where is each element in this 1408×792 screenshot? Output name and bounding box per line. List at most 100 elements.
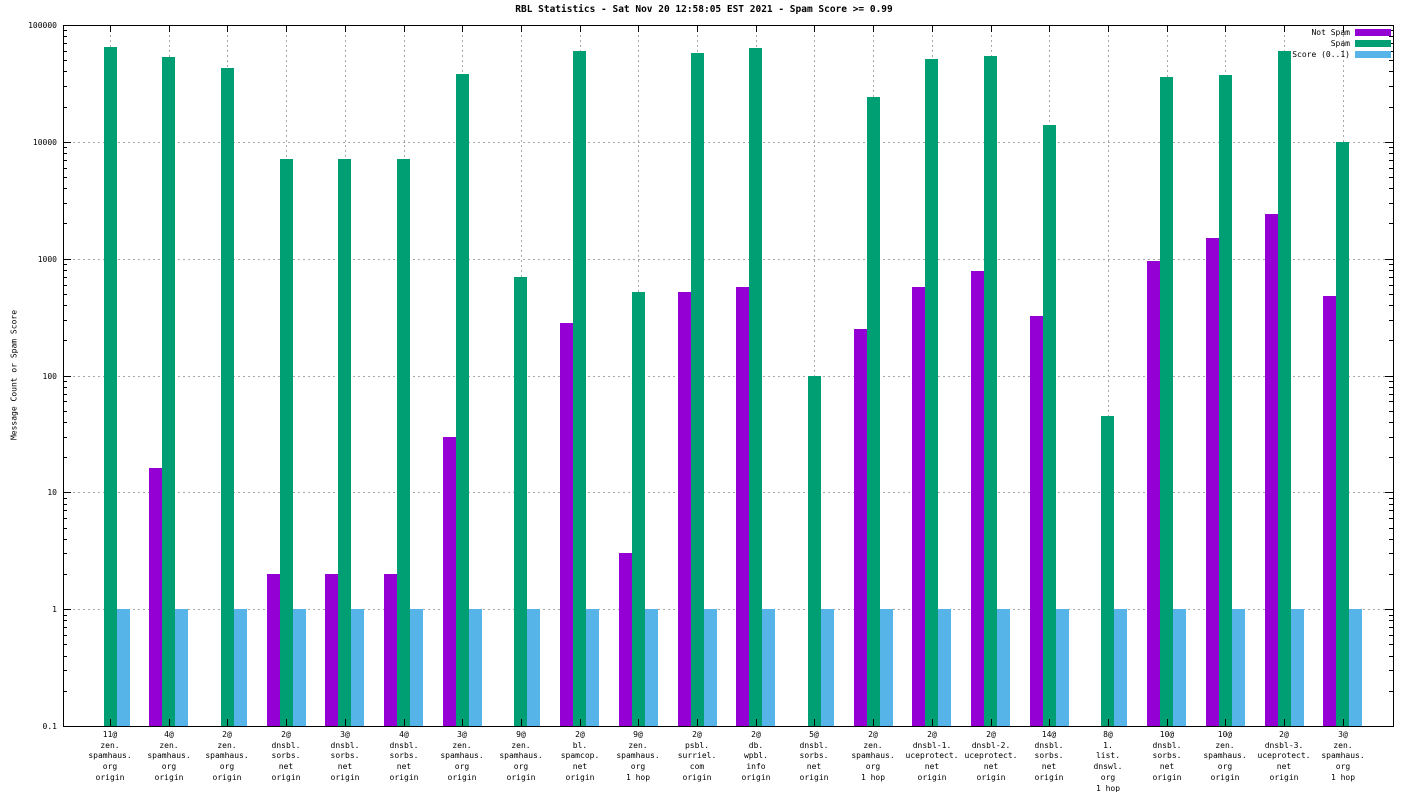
bar-spam-8: [514, 277, 527, 726]
x-tick-label-13: 5@ dnsbl. sorbs. net origin: [800, 730, 829, 782]
axes: [63, 25, 1394, 727]
bar-not-spam-11: [678, 292, 691, 726]
x-tick-label-5: 3@ dnsbl. sorbs. net origin: [331, 730, 360, 782]
x-tick-label-2: 4@ zen. spamhaus. org origin: [147, 730, 190, 782]
x-tick-label-12: 2@ db. wpbl. info origin: [742, 730, 771, 782]
bar-score-0-1-19: [1173, 609, 1186, 726]
bar-score-0-1-17: [1056, 609, 1069, 726]
bar-score-0-1-6: [410, 609, 423, 726]
chart-title: RBL Statistics - Sat Nov 20 12:58:05 EST…: [515, 4, 893, 15]
bar-spam-14: [867, 97, 880, 726]
bar-not-spam-10: [619, 553, 632, 726]
bar-score-0-1-13: [821, 609, 834, 726]
y-axis-tick-labels: 100000 10000 1000 100 10 1 0.1: [28, 21, 57, 731]
bar-spam-19: [1160, 77, 1173, 726]
legend-label-not-spam: Not Spam: [1311, 28, 1350, 37]
bar-spam-20: [1219, 75, 1232, 726]
bar-not-spam-7: [443, 437, 456, 726]
bar-score-0-1-12: [762, 609, 775, 726]
bar-spam-7: [456, 74, 469, 726]
x-tick-label-4: 2@ dnsbl. sorbs. net origin: [272, 730, 301, 782]
bar-not-spam-4: [267, 574, 280, 726]
x-tick-label-22: 3@ zen. spamhaus. org 1 hop: [1321, 730, 1364, 782]
x-tick-label-8: 9@ zen. spamhaus. org origin: [499, 730, 542, 782]
bar-spam-9: [573, 51, 586, 726]
bar-not-spam-19: [1147, 261, 1160, 726]
bar-spam-3: [221, 68, 234, 726]
x-tick-label-19: 10@ dnsbl. sorbs. net origin: [1153, 730, 1182, 782]
bar-score-0-1-3: [234, 609, 247, 726]
bar-spam-6: [397, 159, 410, 726]
bar-spam-13: [808, 376, 821, 727]
bar-not-spam-9: [560, 323, 573, 726]
bars: [104, 47, 1362, 727]
bar-not-spam-2: [149, 468, 162, 726]
bar-spam-11: [691, 53, 704, 726]
gridlines: [63, 25, 1393, 726]
x-tick-label-15: 2@ dnsbl-1. uceprotect. net origin: [906, 730, 959, 782]
bar-score-0-1-16: [997, 609, 1010, 726]
x-tick-label-1: 11@ zen. spamhaus. org origin: [88, 730, 131, 782]
bar-score-0-1-1: [117, 609, 130, 726]
x-tick-label-17: 14@ dnsbl. sorbs. net origin: [1035, 730, 1064, 782]
bar-not-spam-22: [1323, 296, 1336, 726]
bar-score-0-1-18: [1114, 609, 1127, 726]
bar-spam-15: [925, 59, 938, 726]
bar-spam-5: [338, 159, 351, 726]
bar-spam-10: [632, 292, 645, 726]
bar-score-0-1-4: [293, 609, 306, 726]
x-tick-label-11: 2@ psbl. surriel. com origin: [678, 730, 717, 782]
bar-score-0-1-22: [1349, 609, 1362, 726]
bar-spam-4: [280, 159, 293, 726]
legend-label-score: Score (0..1): [1292, 50, 1350, 59]
bar-not-spam-12: [736, 287, 749, 726]
bar-spam-1: [104, 47, 117, 726]
x-tick-label-3: 2@ zen. spamhaus. org origin: [205, 730, 248, 782]
legend-swatch-spam: [1355, 40, 1391, 47]
bar-spam-16: [984, 56, 997, 726]
x-tick-label-21: 2@ dnsbl-3. uceprotect. net origin: [1258, 730, 1311, 782]
legend: Not Spam Spam Score (0..1): [1292, 27, 1391, 60]
legend-label-spam: Spam: [1330, 39, 1350, 48]
bar-score-0-1-20: [1232, 609, 1245, 726]
bar-score-0-1-5: [351, 609, 364, 726]
x-axis-tick-labels: 11@ zen. spamhaus. org origin 4@ zen. spamhaus.…: [88, 730, 1364, 792]
x-tick-label-6: 4@ dnsbl. sorbs. net origin: [390, 730, 419, 782]
bar-score-0-1-21: [1291, 609, 1304, 726]
bar-score-0-1-10: [645, 609, 658, 726]
bar-spam-17: [1043, 125, 1056, 726]
bar-spam-18: [1101, 416, 1114, 726]
bar-spam-2: [162, 57, 175, 726]
bar-not-spam-15: [912, 287, 925, 726]
y-tick-label-1: 1: [52, 605, 57, 614]
x-tick-label-10: 9@ zen. spamhaus. org 1 hop: [616, 730, 659, 782]
bar-score-0-1-9: [586, 609, 599, 726]
bar-not-spam-16: [971, 271, 984, 726]
y-tick-label-100000: 100000: [28, 21, 57, 30]
y-tick-label-0.1: 0.1: [43, 722, 58, 731]
y-tick-label-1000: 1000: [38, 255, 57, 264]
y-tick-label-100: 100: [43, 372, 58, 381]
bar-not-spam-20: [1206, 238, 1219, 726]
x-tick-label-14: 2@ zen. spamhaus. org 1 hop: [851, 730, 894, 782]
bar-not-spam-5: [325, 574, 338, 726]
bar-score-0-1-11: [704, 609, 717, 726]
x-tick-label-16: 2@ dnsbl-2. uceprotect. net origin: [965, 730, 1018, 782]
legend-swatch-score: [1355, 51, 1391, 58]
legend-row-not-spam: Not Spam: [1292, 27, 1391, 38]
legend-swatch-not-spam: [1355, 29, 1391, 36]
bar-spam-22: [1336, 142, 1349, 726]
legend-row-score: Score (0..1): [1292, 49, 1391, 60]
x-tick-label-9: 2@ bl. spamcop. net origin: [561, 730, 600, 782]
bar-score-0-1-8: [527, 609, 540, 726]
bar-spam-12: [749, 48, 762, 726]
bar-spam-21: [1278, 51, 1291, 726]
bar-not-spam-6: [384, 574, 397, 726]
bar-score-0-1-2: [175, 609, 188, 726]
bar-score-0-1-14: [880, 609, 893, 726]
bar-score-0-1-7: [469, 609, 482, 726]
x-tick-label-18: 8@ 1. list. dnswl. org 1 hop: [1094, 730, 1123, 792]
x-tick-label-20: 10@ zen. spamhaus. org origin: [1203, 730, 1246, 782]
